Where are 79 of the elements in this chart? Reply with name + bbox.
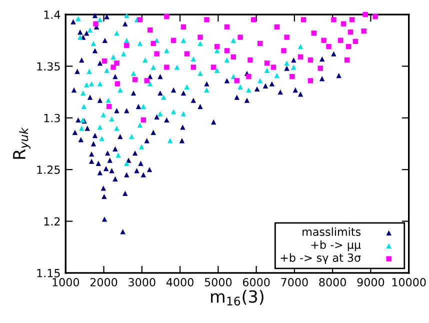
point: [102, 58, 108, 64]
point: [224, 48, 230, 54]
legend-label: +b -> μμ: [311, 240, 361, 252]
point: [137, 17, 143, 22]
y-tick-label: 1.25: [37, 166, 60, 174]
point: [110, 64, 116, 70]
point: [372, 14, 378, 20]
point: [150, 40, 156, 46]
point: [180, 24, 186, 30]
point: [93, 21, 98, 26]
point: [344, 57, 350, 63]
x-tick-label: 8000: [319, 278, 346, 286]
x-tick-label: 2000: [90, 278, 118, 286]
point: [281, 48, 286, 54]
point: [164, 64, 170, 70]
point: [264, 60, 270, 66]
point: [204, 17, 210, 22]
point: [210, 64, 216, 70]
point: [148, 27, 153, 33]
point: [106, 104, 112, 110]
y-tick-label: 1.3: [44, 114, 60, 122]
point: [348, 30, 354, 35]
point: [308, 57, 314, 63]
x-tick-label: 7000: [281, 278, 308, 286]
point: [274, 24, 280, 30]
legend-label: masslimits: [302, 227, 361, 236]
y-tick-label: 1.15: [37, 269, 60, 278]
point: [300, 17, 306, 22]
point: [154, 51, 160, 56]
point: [214, 44, 220, 50]
point: [238, 34, 243, 40]
point: [224, 24, 230, 30]
point: [349, 17, 355, 22]
point: [321, 38, 326, 43]
point: [114, 81, 120, 86]
x-tick-label: 5000: [204, 278, 232, 286]
point: [361, 28, 366, 34]
x-tick-label: 9000: [357, 278, 384, 286]
point: [190, 64, 196, 70]
point: [144, 78, 150, 84]
point: [124, 42, 130, 48]
point: [362, 12, 368, 18]
point: [132, 77, 138, 82]
point: [246, 74, 252, 80]
y-tick-label: 1.35: [37, 62, 60, 71]
x-tick-label: 10000: [392, 278, 426, 286]
y-axis-title: R$_{yuk}$: [13, 127, 30, 159]
point: [352, 38, 358, 44]
point: [164, 14, 170, 20]
point: [114, 60, 120, 66]
point: [184, 51, 190, 56]
point: [248, 57, 253, 63]
x-axis-title: m$_{16}$(3): [211, 290, 264, 306]
legend-label: +b -> sγ at 3σ: [280, 253, 361, 264]
point: [284, 34, 290, 40]
x-tick-label: 4000: [166, 278, 194, 286]
point: [338, 38, 344, 43]
point: [298, 54, 304, 60]
point: [308, 78, 314, 84]
point: [346, 44, 352, 50]
point: [140, 117, 146, 123]
point: [198, 34, 203, 40]
x-tick-label: 6000: [242, 278, 270, 286]
point: [311, 30, 316, 36]
x-tick-label: 1000: [52, 278, 80, 286]
point: [258, 40, 263, 46]
point: [251, 17, 256, 22]
y-tick-label: 1.2: [44, 217, 60, 226]
point: [170, 38, 176, 43]
point: [331, 17, 336, 22]
point: [326, 44, 332, 50]
point: [270, 64, 276, 70]
point: [234, 78, 240, 84]
point: [230, 54, 236, 60]
x-tick-label: 3000: [128, 278, 156, 286]
point: [290, 74, 295, 80]
point: [341, 21, 346, 26]
point: [318, 66, 323, 71]
y-tick-label: 1.4: [44, 10, 60, 19]
